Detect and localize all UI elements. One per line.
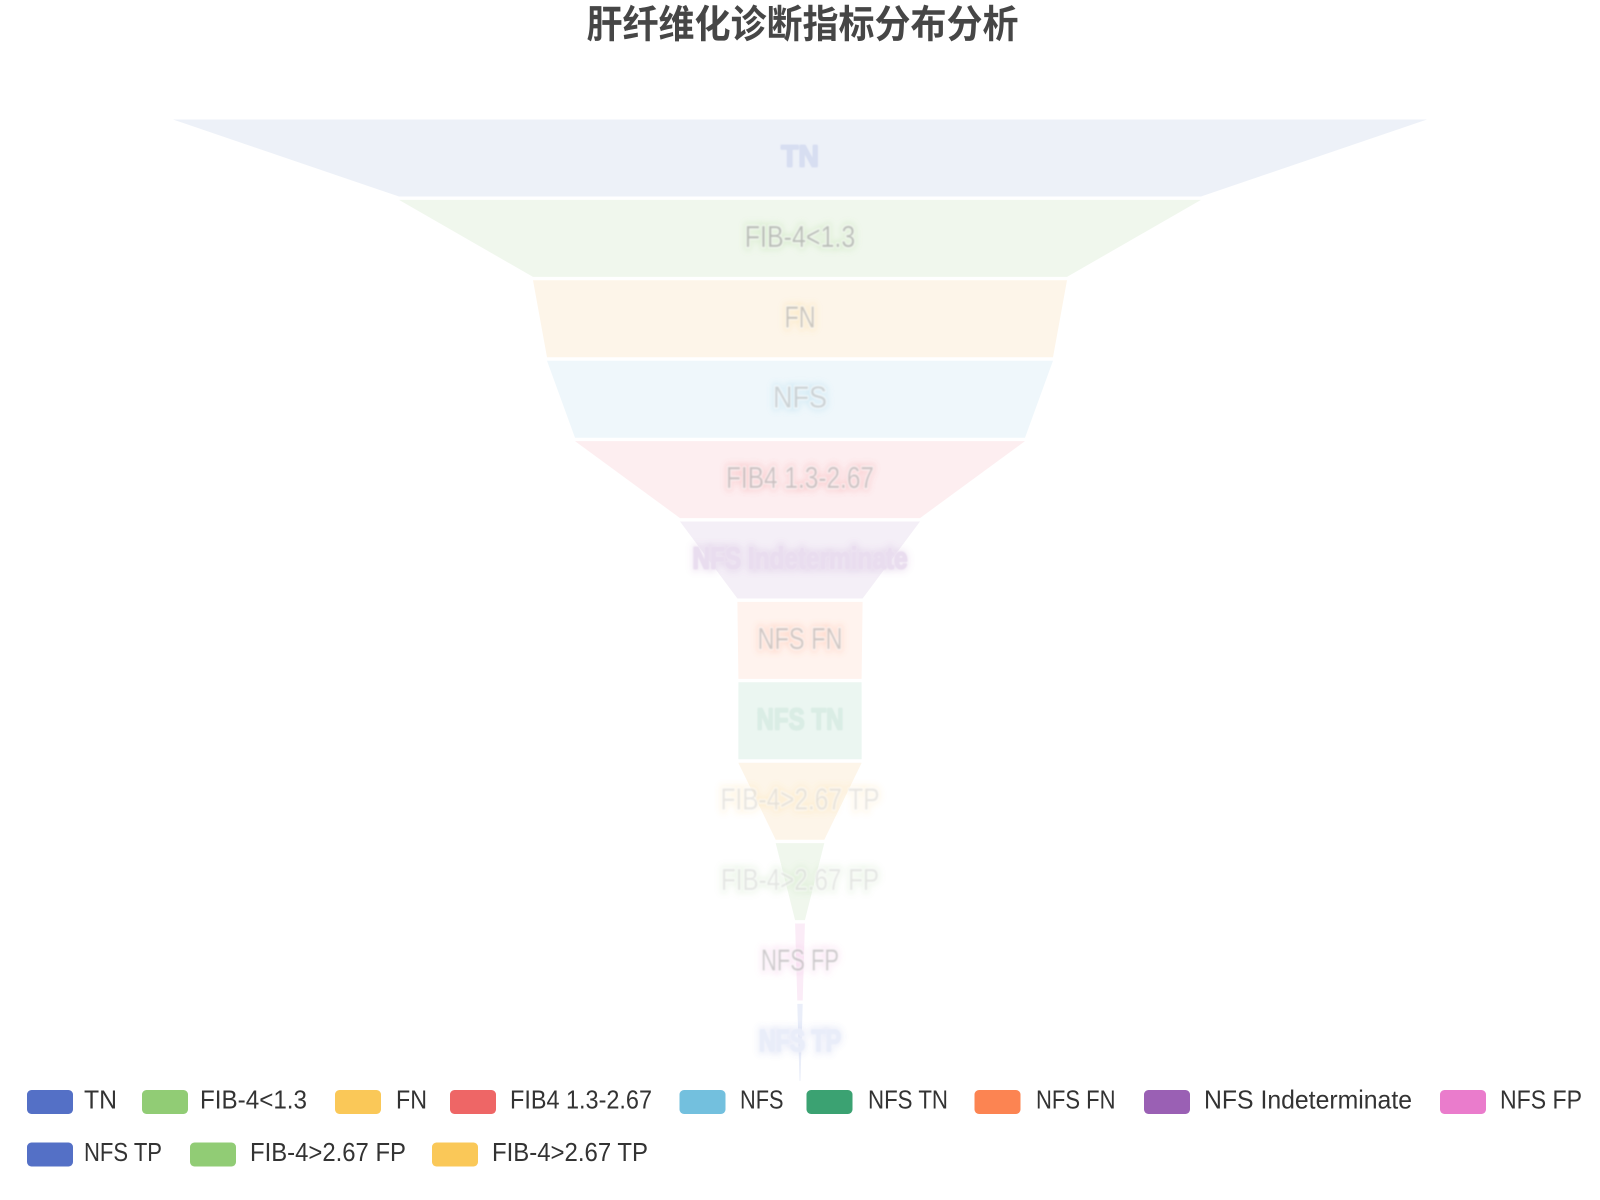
svg-text:NFS FN: NFS FN [1036,1085,1116,1115]
svg-text:NFS: NFS [773,380,827,415]
svg-text:FIB-4>2.67 FP: FIB-4>2.67 FP [721,862,879,897]
svg-text:NFS FP: NFS FP [761,943,839,978]
svg-text:TN: TN [781,139,819,174]
svg-text:FN: FN [396,1085,427,1115]
svg-text:FIB-4<1.3: FIB-4<1.3 [745,219,856,254]
svg-text:FIB4 1.3-2.67: FIB4 1.3-2.67 [726,460,874,495]
svg-text:TN: TN [781,139,819,174]
svg-text:NFS FP: NFS FP [1500,1085,1582,1115]
svg-text:TN: TN [84,1085,117,1115]
svg-text:NFS TP: NFS TP [759,1023,841,1058]
svg-text:FIB-4<1.3: FIB-4<1.3 [200,1085,307,1115]
svg-text:NFS FP: NFS FP [761,943,839,978]
svg-text:FIB4 1.3-2.67: FIB4 1.3-2.67 [726,460,874,495]
svg-text:FIB-4>2.67 FP: FIB-4>2.67 FP [721,862,879,897]
svg-text:NFS TP: NFS TP [84,1137,162,1167]
svg-text:FIB-4>2.67 TP: FIB-4>2.67 TP [721,782,880,817]
svg-text:NFS FN: NFS FN [758,621,843,656]
svg-text:NFS TN: NFS TN [757,701,844,736]
svg-text:FIB-4<1.3: FIB-4<1.3 [745,219,856,254]
svg-text:NFS: NFS [740,1085,784,1115]
svg-text:FIB-4>2.67 TP: FIB-4>2.67 TP [721,782,880,817]
svg-text:NFS: NFS [773,380,827,415]
svg-text:NFS TN: NFS TN [757,701,844,736]
svg-text:NFS FN: NFS FN [758,621,843,656]
svg-text:FN: FN [785,299,816,334]
svg-text:NFS Indeterminate: NFS Indeterminate [1204,1085,1412,1115]
svg-text:NFS Indeterminate: NFS Indeterminate [693,541,908,576]
svg-text:NFS Indeterminate: NFS Indeterminate [693,541,908,576]
svg-text:FIB-4>2.67 TP: FIB-4>2.67 TP [492,1137,648,1167]
svg-text:FIB-4>2.67 FP: FIB-4>2.67 FP [250,1137,406,1167]
svg-text:NFS Indeterminate: NFS Indeterminate [693,541,908,576]
svg-text:FIB4 1.3-2.67: FIB4 1.3-2.67 [510,1085,652,1115]
svg-text:NFS TP: NFS TP [759,1023,841,1058]
svg-text:FN: FN [785,299,816,334]
svg-text:NFS TP: NFS TP [759,1023,841,1058]
svg-text:NFS TN: NFS TN [868,1085,948,1115]
